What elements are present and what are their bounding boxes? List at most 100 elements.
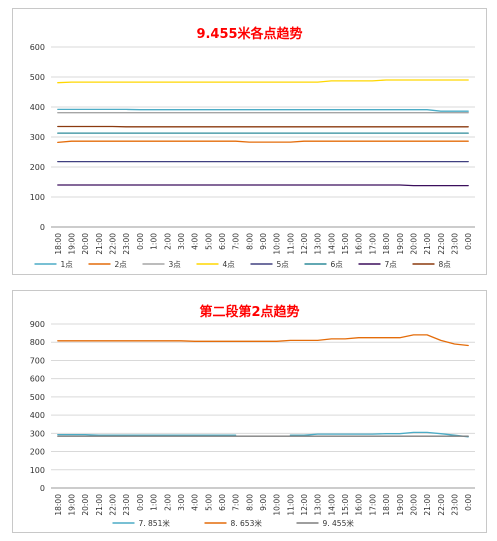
- x-tick-label: 21:00: [95, 233, 104, 255]
- x-tick-label: 23:00: [122, 233, 131, 255]
- legend-label: 1点: [61, 260, 74, 269]
- x-tick-label: 23:00: [450, 494, 459, 516]
- x-tick-label: 10:00: [273, 494, 282, 516]
- x-tick-label: 9:00: [259, 233, 268, 250]
- x-tick-label: 14:00: [327, 233, 336, 255]
- x-tick-label: 19:00: [68, 494, 77, 516]
- x-tick-label: 11:00: [286, 494, 295, 516]
- x-tick-label: 20:00: [81, 494, 90, 516]
- x-tick-label: 21:00: [423, 233, 432, 255]
- x-tick-label: 3:00: [177, 233, 186, 250]
- x-tick-label: 6:00: [218, 494, 227, 511]
- series-line: [57, 431, 469, 438]
- x-tick-label: 21:00: [423, 494, 432, 516]
- x-tick-label: 0:00: [136, 233, 145, 250]
- y-tick-label: 0: [40, 223, 45, 232]
- legend-label: 7点: [385, 260, 398, 269]
- chart-panel-1: 9.455米各点趋势 0 100 200 300 400 500 600 18:00 19:00…: [12, 8, 487, 275]
- x-tick-label: 17:00: [368, 494, 377, 516]
- x-tick-label: 13:00: [314, 494, 323, 516]
- y-tick-label: 800: [30, 338, 45, 347]
- x-tick-label: 8:00: [245, 494, 254, 511]
- x-tick-label: 20:00: [409, 494, 418, 516]
- x-tick-label: 4:00: [191, 233, 200, 250]
- x-tick-label: 19:00: [396, 233, 405, 255]
- x-tick-label: 18:00: [382, 494, 391, 516]
- x-tick-label: 22:00: [109, 494, 118, 516]
- chart-plot-1: 0 100 200 300 400 500 600 18:00 19:00 20:00 21:00 2…: [30, 43, 475, 269]
- y-tick-label: 600: [30, 43, 45, 52]
- y-tick-label: 400: [30, 103, 45, 112]
- legend-label: 7. 851米: [139, 518, 171, 528]
- x-tick-label: 21:00: [95, 494, 104, 516]
- y-tick-label: 300: [30, 133, 45, 142]
- y-tick-label: 100: [30, 466, 45, 475]
- y-tick-label: 200: [30, 163, 45, 172]
- legend-label: 3点: [169, 260, 182, 269]
- chart-title: 第二段第2点趋势: [199, 305, 300, 320]
- x-tick-label: 9:00: [259, 494, 268, 511]
- y-tick-label: 900: [30, 320, 45, 329]
- x-tick-label: 1:00: [150, 494, 159, 511]
- series-line: [57, 184, 469, 187]
- x-tick-label: 14:00: [327, 494, 336, 516]
- x-tick-label: 22:00: [437, 233, 446, 255]
- legend-label: 8. 653米: [231, 518, 263, 528]
- series-line: [57, 108, 469, 112]
- y-tick-label: 200: [30, 448, 45, 457]
- x-tick-label: 2:00: [163, 233, 172, 250]
- y-tick-label: 500: [30, 393, 45, 402]
- x-tick-label: 22:00: [437, 494, 446, 516]
- y-tick-label: 100: [30, 193, 45, 202]
- x-tick-label: 16:00: [355, 233, 364, 255]
- x-tick-label: 4:00: [191, 494, 200, 511]
- x-tick-label: 0:00: [464, 494, 473, 511]
- legend-label: 5点: [277, 260, 290, 269]
- x-tick-label: 6:00: [218, 233, 227, 250]
- y-tick-label: 500: [30, 73, 45, 82]
- x-tick-label: 11:00: [286, 233, 295, 255]
- x-tick-label: 5:00: [204, 494, 213, 511]
- legend-label: 2点: [115, 260, 128, 269]
- chart-panel-2: 第二段第2点趋势 0 100 200 300 400 500 600 700 800 900 18:…: [12, 290, 487, 533]
- x-tick-label: 5:00: [204, 233, 213, 250]
- x-tick-label: 15:00: [341, 233, 350, 255]
- chart-title: 9.455米各点趋势: [196, 27, 303, 42]
- x-tick-label: 2:00: [163, 494, 172, 511]
- x-tick-label: 23:00: [450, 233, 459, 255]
- y-tick-label: 700: [30, 356, 45, 365]
- legend-label: 6点: [331, 260, 344, 269]
- x-tick-label: 22:00: [109, 233, 118, 255]
- x-tick-label: 3:00: [177, 494, 186, 511]
- x-tick-label: 8:00: [245, 233, 254, 250]
- x-tick-label: 20:00: [81, 233, 90, 255]
- y-tick-label: 300: [30, 429, 45, 438]
- x-tick-label: 12:00: [300, 494, 309, 516]
- x-tick-label: 7:00: [232, 233, 241, 250]
- x-tick-label: 19:00: [396, 494, 405, 516]
- x-tick-label: 0:00: [136, 494, 145, 511]
- chart-plot-2: 0 100 200 300 400 500 600 700 800 900 18:00 19:00 20…: [30, 320, 475, 528]
- y-tick-label: 0: [40, 484, 45, 493]
- x-tick-label: 1:00: [150, 233, 159, 250]
- y-tick-label: 600: [30, 375, 45, 384]
- x-tick-label: 15:00: [341, 494, 350, 516]
- x-tick-label: 7:00: [232, 494, 241, 511]
- y-tick-label: 400: [30, 411, 45, 420]
- x-tick-label: 16:00: [355, 494, 364, 516]
- legend-label: 8点: [439, 260, 452, 269]
- x-tick-label: 18:00: [54, 233, 63, 255]
- series-line: [57, 140, 469, 144]
- x-tick-label: 18:00: [54, 494, 63, 516]
- x-tick-label: 12:00: [300, 233, 309, 255]
- legend-label: 4点: [223, 260, 236, 269]
- x-tick-label: 13:00: [314, 233, 323, 255]
- x-tick-label: 17:00: [368, 233, 377, 255]
- series-line: [57, 334, 469, 347]
- x-tick-label: 18:00: [382, 233, 391, 255]
- x-tick-label: 19:00: [68, 233, 77, 255]
- x-tick-label: 0:00: [464, 233, 473, 250]
- series-line: [57, 79, 469, 84]
- legend-label: 9. 455米: [323, 518, 355, 528]
- x-tick-label: 20:00: [409, 233, 418, 255]
